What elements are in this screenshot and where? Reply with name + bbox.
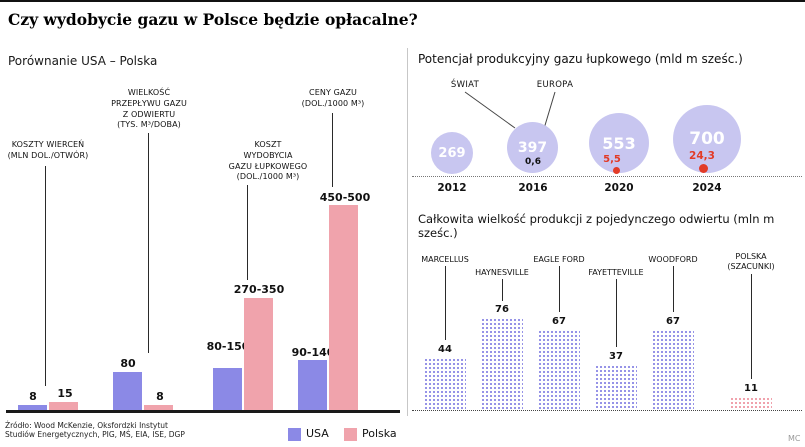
- panel-divider: [407, 48, 408, 416]
- bubbles-baseline: [412, 176, 802, 177]
- bar-value-polska: 270-350: [233, 283, 285, 296]
- bar-value-usa: 8: [29, 390, 37, 403]
- well-label-polska: POLSKA (SZACUNKI): [727, 252, 775, 272]
- top-rule: [0, 0, 805, 2]
- well-bar-polska: [730, 397, 772, 410]
- well-label-haynesville: HAYNESVILLE: [475, 268, 529, 277]
- well-label-eagleford: EAGLE FORD: [533, 255, 585, 264]
- well-bar-eagleford: [538, 330, 580, 410]
- world-label: ŚWIAT: [450, 80, 480, 90]
- bubble-value: 269: [438, 145, 466, 161]
- well-bar-woodford: [652, 330, 694, 410]
- legend-swatch-polska: [344, 428, 357, 441]
- bar-usa: [213, 368, 242, 410]
- wells-heading: Całkowita wielkość produkcji z pojedyncz…: [418, 212, 775, 240]
- year-2020: 2020: [604, 182, 634, 194]
- bar-value-usa: 90-140: [291, 346, 335, 359]
- well-bar-marcellus: [424, 358, 466, 410]
- legend-label-usa: USA: [306, 427, 329, 440]
- bar-value-polska: 15: [57, 387, 73, 400]
- source-note-line1: Źródło: Wood McKenzie, Oksfordzki Instyt…: [5, 421, 168, 430]
- legend-swatch-usa: [288, 428, 301, 441]
- europe-value-2016: 0,6: [525, 157, 541, 167]
- bar-usa: [113, 372, 142, 410]
- europe-value-2024: 24,3: [689, 150, 715, 162]
- bubble-value: 700: [689, 129, 725, 149]
- bar-polska: [244, 298, 273, 410]
- callout-line: [559, 266, 560, 312]
- well-value: 37: [609, 351, 623, 362]
- europe-value-2020: 5,5: [603, 154, 621, 165]
- bubble-value: 397: [517, 139, 548, 156]
- well-value: 67: [552, 316, 566, 327]
- source-note-line2: Studiów Energetycznych, PIG, MŚ, EIA, IS…: [5, 430, 185, 439]
- europe-label: EUROPA: [536, 80, 574, 90]
- callout-line: [332, 113, 333, 187]
- europe-dot-2020: [613, 167, 620, 174]
- bubble-value: 553: [602, 133, 636, 153]
- category-label-ceny-gazu: CENY GAZU (DOL./1000 M³): [301, 88, 365, 108]
- callout-line: [45, 166, 46, 386]
- callout-line: [673, 266, 674, 312]
- callout-line: [445, 266, 446, 340]
- left-chart-baseline: [6, 410, 400, 413]
- well-value: 76: [495, 304, 509, 315]
- well-value: 11: [744, 383, 758, 394]
- bubble-2020: 553: [589, 113, 649, 173]
- well-bar-haynesville: [481, 318, 523, 410]
- well-bar-fayetteville: [595, 365, 637, 410]
- well-label-fayetteville: FAYETTEVILLE: [588, 268, 644, 277]
- legend-label-polska: Polska: [362, 427, 397, 440]
- callout-line: [502, 279, 503, 301]
- category-label-koszty-wiercen: KOSZTY WIERCEŃ (MLN DOL./OTWÓR): [7, 140, 89, 160]
- callout-line: [751, 274, 752, 379]
- well-value: 67: [666, 316, 680, 327]
- bubble-2012: 269: [431, 132, 473, 174]
- bar-polska: [49, 402, 78, 410]
- callout-line: [247, 185, 248, 280]
- bar-polska: [144, 405, 173, 410]
- well-label-marcellus: MARCELLUS: [421, 255, 469, 264]
- bubble-2016: 397: [507, 122, 558, 173]
- credit: MC: [788, 434, 801, 443]
- bar-value-polska: 450-500: [319, 191, 371, 204]
- bar-value-usa: 80-150: [206, 340, 250, 353]
- callout-line: [616, 279, 617, 347]
- bar-usa: [298, 360, 327, 410]
- year-2024: 2024: [692, 182, 722, 194]
- category-label-przeplyw: WIELKOŚĆ PRZEPŁYWU GAZU Z ODWIERTU (TYS.…: [111, 88, 187, 130]
- left-chart-subtitle: Porównanie USA – Polska: [8, 54, 158, 68]
- year-2012: 2012: [437, 182, 467, 194]
- europe-dot-2024: [699, 164, 708, 173]
- wells-baseline: [412, 410, 802, 411]
- well-value: 44: [438, 344, 452, 355]
- bar-usa: [18, 405, 47, 410]
- page-title: Czy wydobycie gazu w Polsce będzie opłac…: [8, 10, 418, 29]
- callout-line: [148, 133, 149, 353]
- bubbles-heading: Potencjał produkcyjny gazu łupkowego (ml…: [418, 52, 743, 66]
- bar-value-polska: 8: [156, 390, 164, 403]
- bubble-2024: 700: [673, 105, 741, 173]
- year-2016: 2016: [518, 182, 548, 194]
- bar-value-usa: 80: [120, 357, 136, 370]
- category-label-koszt-wydobycia: KOSZT WYDOBYCIA GAZU ŁUPKOWEGO (DOL./100…: [228, 140, 308, 182]
- well-label-woodford: WOODFORD: [648, 255, 698, 264]
- bar-polska: [329, 205, 358, 410]
